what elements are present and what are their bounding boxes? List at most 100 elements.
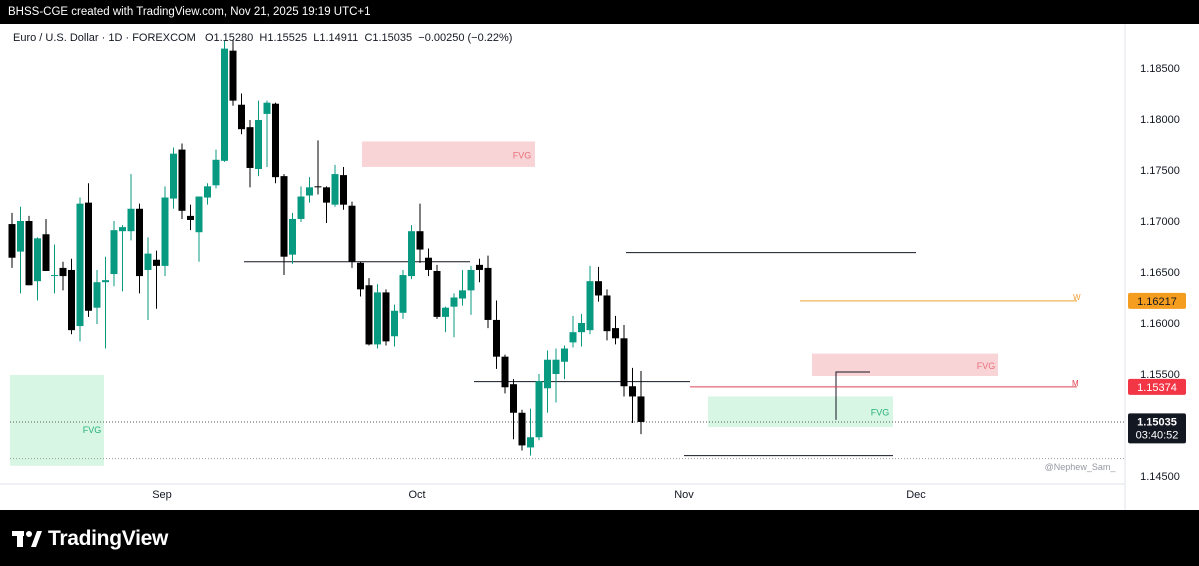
candle-body[interactable] bbox=[204, 186, 211, 198]
high-value: H1.15525 bbox=[259, 32, 308, 44]
fvg-label: FVG bbox=[871, 408, 890, 418]
candle-body[interactable] bbox=[544, 359, 551, 389]
candle-body[interactable] bbox=[229, 50, 237, 101]
candle-body[interactable] bbox=[306, 187, 313, 196]
w-price-tag-bg bbox=[1128, 292, 1186, 309]
candle-body[interactable] bbox=[136, 208, 143, 277]
candle-body[interactable] bbox=[272, 103, 279, 178]
candle-body[interactable] bbox=[161, 197, 169, 266]
candle-body[interactable] bbox=[51, 275, 58, 277]
y-tick-label: 1.14500 bbox=[1140, 471, 1180, 483]
candle-body[interactable] bbox=[637, 396, 645, 422]
candle-body[interactable] bbox=[314, 186, 322, 188]
y-tick-label: 1.15500 bbox=[1140, 369, 1180, 381]
candle-body[interactable] bbox=[119, 227, 126, 232]
tradingview-logo-icon bbox=[12, 531, 42, 547]
candle-body[interactable] bbox=[238, 104, 245, 130]
candle-body[interactable] bbox=[102, 280, 109, 283]
candle-body[interactable] bbox=[357, 262, 364, 290]
y-tick-label: 1.16000 bbox=[1140, 318, 1180, 330]
candle-body[interactable] bbox=[399, 275, 407, 313]
candle-body[interactable] bbox=[569, 332, 577, 343]
m-price-tag-bg bbox=[1128, 378, 1186, 395]
candle-body[interactable] bbox=[501, 356, 509, 388]
candle-body[interactable] bbox=[187, 215, 194, 220]
chart-caption: BHSS-CGE created with TradingView.com, N… bbox=[0, 0, 1199, 24]
candle-body[interactable] bbox=[144, 253, 152, 270]
candle-body[interactable] bbox=[110, 230, 118, 275]
candle-body[interactable] bbox=[365, 285, 373, 345]
candle-body[interactable] bbox=[518, 412, 526, 446]
symbol-name: Euro / U.S. Dollar · 1D · FOREXCOM bbox=[13, 32, 196, 44]
candle-body[interactable] bbox=[603, 295, 611, 332]
candle-body[interactable] bbox=[280, 176, 288, 257]
candle-body[interactable] bbox=[527, 437, 534, 448]
candle-body[interactable] bbox=[433, 270, 441, 317]
candle-body[interactable] bbox=[348, 205, 356, 262]
y-tick-label: 1.17000 bbox=[1140, 216, 1180, 228]
candle-body[interactable] bbox=[493, 319, 500, 357]
candle-body[interactable] bbox=[484, 267, 492, 320]
candle-body[interactable] bbox=[340, 175, 347, 205]
candle-body[interactable] bbox=[331, 174, 339, 205]
candle-body[interactable] bbox=[17, 221, 24, 252]
candle-body[interactable] bbox=[34, 238, 41, 282]
change-value: −0.00250 (−0.22%) bbox=[418, 32, 513, 44]
fvg-zone bbox=[362, 141, 535, 167]
candle-body[interactable] bbox=[25, 221, 33, 286]
candlestick-chart[interactable]: FVG FVG FVG FVG W M 1.18500 1.18000 1.17500 1.170… bbox=[0, 24, 1199, 510]
candle-body[interactable] bbox=[561, 348, 568, 362]
candle-body[interactable] bbox=[552, 359, 560, 374]
candle-body[interactable] bbox=[153, 259, 160, 266]
candle-body[interactable] bbox=[578, 323, 585, 333]
candle-body[interactable] bbox=[195, 196, 203, 233]
candle-body[interactable] bbox=[408, 231, 415, 277]
candle-body[interactable] bbox=[467, 269, 475, 291]
candle-body[interactable] bbox=[85, 202, 92, 311]
m-marker: M bbox=[1072, 379, 1079, 388]
candle-body[interactable] bbox=[297, 196, 305, 219]
candle-body[interactable] bbox=[42, 234, 50, 271]
x-tick-label: Oct bbox=[408, 489, 425, 501]
candle-body[interactable] bbox=[170, 153, 177, 199]
tradingview-logo[interactable]: TradingView bbox=[12, 527, 168, 551]
y-tick-label: 1.18000 bbox=[1140, 114, 1180, 126]
countdown-label: 03:40:52 bbox=[1136, 429, 1179, 441]
close-value: C1.15035 bbox=[364, 32, 413, 44]
last-price-tag: 1.15035 bbox=[1137, 416, 1177, 428]
candle-body[interactable] bbox=[212, 159, 220, 186]
y-tick-label: 1.16500 bbox=[1140, 267, 1180, 279]
candle-body[interactable] bbox=[586, 281, 594, 331]
candle-body[interactable] bbox=[374, 292, 381, 345]
chart-area[interactable]: FVG FVG FVG FVG W M 1.18500 1.18000 1.17500 1.170… bbox=[0, 24, 1199, 510]
candle-body[interactable] bbox=[246, 127, 254, 168]
candle-body[interactable] bbox=[595, 281, 602, 296]
candle-body[interactable] bbox=[476, 264, 483, 270]
candle-body[interactable] bbox=[221, 48, 228, 161]
candle-body[interactable] bbox=[535, 381, 543, 438]
candle-body[interactable] bbox=[450, 297, 458, 307]
candle-body[interactable] bbox=[76, 203, 84, 327]
open-value: O1.15280 bbox=[204, 32, 254, 44]
candle-body[interactable] bbox=[8, 224, 16, 258]
candle-body[interactable] bbox=[629, 386, 636, 397]
candle-body[interactable] bbox=[178, 149, 186, 211]
candle-body[interactable] bbox=[425, 257, 432, 270]
candle-body[interactable] bbox=[263, 102, 271, 114]
candle-body[interactable] bbox=[391, 310, 398, 337]
candle-body[interactable] bbox=[612, 328, 619, 339]
candle-body[interactable] bbox=[459, 290, 466, 299]
candle-body[interactable] bbox=[68, 269, 75, 331]
candle-body[interactable] bbox=[442, 307, 449, 317]
candle-body[interactable] bbox=[416, 231, 424, 250]
candle-body[interactable] bbox=[255, 120, 262, 169]
candle-body[interactable] bbox=[127, 208, 135, 232]
fvg-label: FVG bbox=[513, 151, 532, 161]
candle-body[interactable] bbox=[93, 282, 101, 308]
candle-body[interactable] bbox=[59, 267, 67, 277]
candle-body[interactable] bbox=[289, 218, 296, 255]
candle-body[interactable] bbox=[323, 187, 330, 203]
candle-body[interactable] bbox=[620, 338, 628, 387]
candle-body[interactable] bbox=[382, 292, 390, 342]
candle-body[interactable] bbox=[510, 384, 517, 413]
